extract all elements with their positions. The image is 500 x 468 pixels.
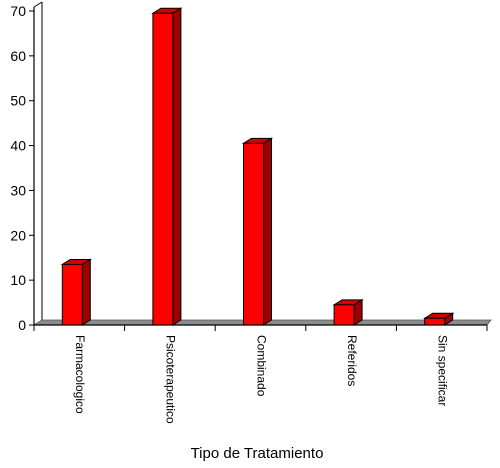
y-tick-label: 40 [10, 138, 26, 154]
x-axis-tick-labels: Farmacologico Psicoterapeutico Combinado Re… [33, 325, 488, 424]
x-axis-title: Tipo de Tratamiento [191, 445, 324, 462]
x-tick-label: Combinado [254, 335, 268, 397]
y-tick-label: 70 [10, 3, 26, 19]
bar-side [172, 7, 182, 326]
x-tick-label: Psicoterapeutico [164, 335, 178, 424]
x-tick-label: Farmacologico [73, 335, 87, 414]
x-tick-label: Referidos [345, 335, 359, 386]
bar-front [333, 304, 355, 326]
y-tick-label: 60 [10, 48, 26, 64]
bar-side [263, 137, 272, 326]
y-axis-top-edge [33, 1, 43, 8]
bar [151, 7, 183, 326]
bar [60, 258, 93, 326]
x-tick-label: Sin specificar [436, 335, 450, 406]
bar-front [152, 12, 174, 326]
bar-side [81, 258, 91, 326]
bar-front [424, 317, 446, 326]
bar-series [60, 7, 455, 326]
y-tick-label: 30 [10, 182, 26, 198]
y-tick-label: 50 [10, 93, 26, 109]
y-tick-label: 10 [10, 272, 26, 288]
bar-front [61, 263, 83, 326]
bar [332, 298, 364, 326]
bar [241, 137, 274, 326]
y-axis: 0 10 20 30 40 50 60 70 [10, 1, 487, 333]
bar [422, 312, 455, 326]
bar-front [243, 142, 264, 326]
y-tick-label: 20 [10, 227, 26, 243]
y-tick-label: 0 [18, 317, 26, 333]
